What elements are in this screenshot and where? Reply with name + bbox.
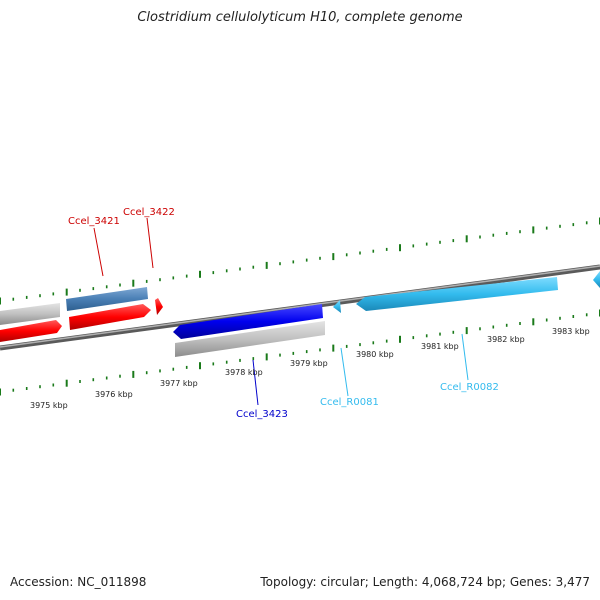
gene-cyan-right-edge[interactable] [593, 271, 600, 288]
map-title: Clostridium cellulolyticum H10, complete… [137, 10, 463, 25]
scale-label: 3981 kbp [421, 342, 459, 351]
scale-label: 3978 kbp [225, 368, 263, 377]
gene-ccel-r0081-arrow[interactable] [333, 300, 341, 313]
label-ccel-r0081[interactable]: Ccel_R0081 [320, 397, 379, 408]
callout-ccel-3422 [146, 217, 154, 269]
label-ccel-3423[interactable]: Ccel_3423 [236, 409, 288, 420]
callout-ccel-3421 [93, 227, 104, 277]
tick-row-lower [0, 309, 600, 396]
gene-ccel-3421-arrow[interactable] [66, 287, 148, 311]
topology-text: Topology: circular; Length: 4,068,724 bp… [260, 575, 590, 589]
gene-ccel-3423-arrow[interactable] [173, 304, 323, 339]
label-ccel-3421[interactable]: Ccel_3421 [68, 216, 120, 227]
scale-label: 3976 kbp [95, 390, 133, 399]
callout-ccel-r0081 [340, 347, 349, 397]
label-ccel-3422[interactable]: Ccel_3422 [123, 207, 175, 218]
scale-label: 3975 kbp [30, 401, 68, 410]
gene-red-lower-mid[interactable] [69, 304, 151, 330]
scale-label: 3983 kbp [552, 327, 590, 336]
gene-ccel-r0082-arrow[interactable] [356, 277, 558, 311]
scale-label: 3980 kbp [356, 350, 394, 359]
genome-backbone-highlight [0, 265, 600, 348]
scale-label: 3979 kbp [290, 359, 328, 368]
tick-row-upper [0, 217, 600, 305]
gene-grey-lower[interactable] [175, 321, 325, 357]
scale-label: 3982 kbp [487, 335, 525, 344]
accession-text: Accession: NC_011898 [10, 575, 147, 589]
callout-ccel-3423 [252, 359, 259, 406]
gene-ccel-3422-arrow[interactable] [155, 298, 163, 315]
gene-red-lower-left[interactable] [0, 320, 62, 342]
scale-label: 3977 kbp [160, 379, 198, 388]
gene-grey-upper-left[interactable] [0, 303, 60, 325]
callout-ccel-r0082 [461, 333, 469, 381]
label-ccel-r0082[interactable]: Ccel_R0082 [440, 382, 499, 393]
